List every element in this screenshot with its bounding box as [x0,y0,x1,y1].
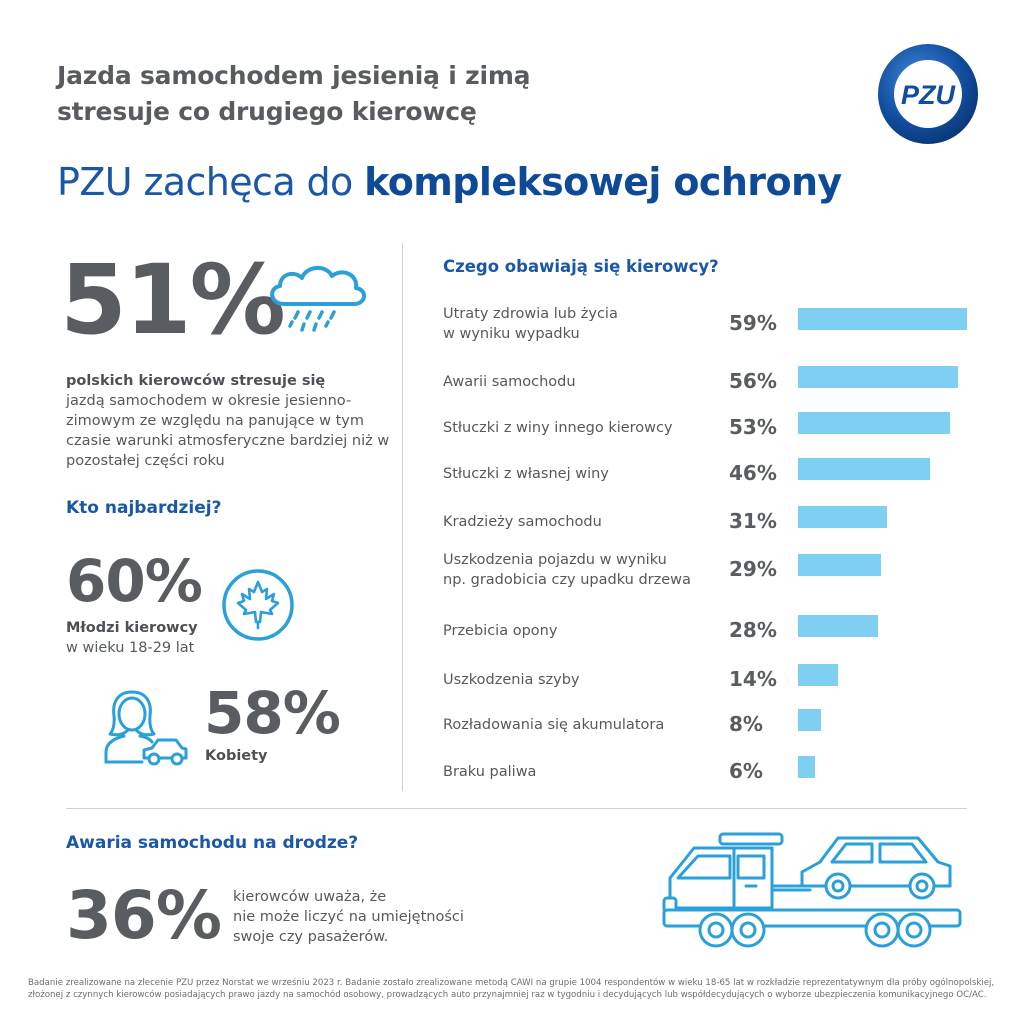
bar-category-label: Braku paliwa [443,762,713,782]
bar-category-label: Rozładowania się akumulatora [443,715,713,735]
subheadline-normal: PZU zachęca do [57,160,365,204]
bar-category-label-line: Rozładowania się akumulatora [443,717,665,733]
pzu-logo: PZU [878,44,978,144]
bar-category-label-line: Braku paliwa [443,764,537,780]
chart-title: Czego obawiają się kierowcy? [443,257,719,276]
bar-value-label: 59% [729,311,777,335]
bar-category-label-line: np. gradobicia czy upadku drzewa [443,572,691,588]
bar [798,756,815,778]
bar [798,458,930,480]
bar [798,412,950,434]
horizontal-divider [66,808,967,809]
bar-value-label: 14% [729,667,777,691]
bar [798,615,878,637]
logo-text: PZU [901,80,957,110]
bar-category-label-line: Awarii samochodu [443,374,576,390]
bar-value-label: 46% [729,461,777,485]
bar-category-label: Uszkodzenia szyby [443,670,713,690]
breakdown-value: 36% [66,877,222,954]
bar-value-label: 8% [729,712,763,736]
bar-category-label-line: Utraty zdrowia lub życia [443,306,618,322]
bar-category-label-line: Stłuczki z winy innego kierowcy [443,420,673,436]
bar-category-label-line: w wyniku wypadku [443,326,580,342]
bar-category-label: Awarii samochodu [443,372,713,392]
bar-category-label: Uszkodzenia pojazdu w wyniku np. gradobic… [443,550,713,590]
bar-value-label: 6% [729,759,763,783]
bar-category-label-line: Uszkodzenia szyby [443,672,580,688]
bar [798,554,881,576]
bar-category-label: Utraty zdrowia lub życia w wyniku wypadku [443,304,713,344]
young-bold: Młodzi kierowcy [66,620,198,636]
bar [798,506,887,528]
woman-car-icon [104,690,188,766]
breakdown-heading: Awaria samochodu na drodze? [66,833,359,853]
bar-value-label: 29% [729,557,777,581]
breakdown-text: kierowców uważa, że nie może liczyć na u… [233,887,513,947]
subheadline-bold: kompleksowej ochrony [364,160,842,204]
bar [798,709,821,731]
women-value: 58% [204,679,341,747]
young-text: w wieku 18-29 lat [66,640,195,656]
subheadline: PZU zachęca do kompleksowej ochrony [57,160,842,204]
headline: Jazda samochodem jesienią i zimą stresuj… [57,58,617,130]
women-label: Kobiety [205,748,268,764]
vertical-divider [402,243,403,791]
bar-category-label-line: Przebicia opony [443,623,558,639]
bar [798,308,967,330]
who-heading: Kto najbardziej? [66,498,222,518]
stat-51-description: polskich kierowców stresuje się jazdą sa… [66,371,406,471]
breakdown-line-2: nie może liczyć na umiejętności [233,909,464,925]
bar-value-label: 31% [729,509,777,533]
rain-cloud-icon [270,266,366,332]
stat-51-bold: polskich kierowców stresuje się [66,373,326,389]
stat-51-value: 51% [60,244,286,356]
young-value: 60% [66,547,203,615]
bar-value-label: 53% [729,415,777,439]
headline-line-2: stresuje co drugiego kierowcę [57,97,477,126]
bar [798,664,838,686]
stat-51-text: jazdą samochodem w okresie jesienno-zimo… [66,393,390,469]
bar-category-label-line: Stłuczki z własnej winy [443,466,609,482]
maple-leaf-icon [222,569,294,641]
young-description: Młodzi kierowcy w wieku 18-29 lat [66,618,198,658]
bar-category-label: Stłuczki z winy innego kierowcy [443,418,713,438]
breakdown-line-3: swoje czy pasażerów. [233,929,389,945]
bar-category-label: Stłuczki z własnej winy [443,464,713,484]
bar [798,366,958,388]
bar-value-label: 28% [729,618,777,642]
bar-category-label: Przebicia opony [443,621,713,641]
breakdown-line-1: kierowców uważa, że [233,889,387,905]
bar-value-label: 56% [729,369,777,393]
footnote: Badanie zrealizowane na zlecenie PZU prz… [28,978,995,1000]
bar-category-label-line: Uszkodzenia pojazdu w wyniku [443,552,667,568]
tow-truck-icon [662,832,962,948]
headline-line-1: Jazda samochodem jesienią i zimą [57,61,531,90]
bar-category-label-line: Kradzieży samochodu [443,514,602,530]
bar-category-label: Kradzieży samochodu [443,512,713,532]
